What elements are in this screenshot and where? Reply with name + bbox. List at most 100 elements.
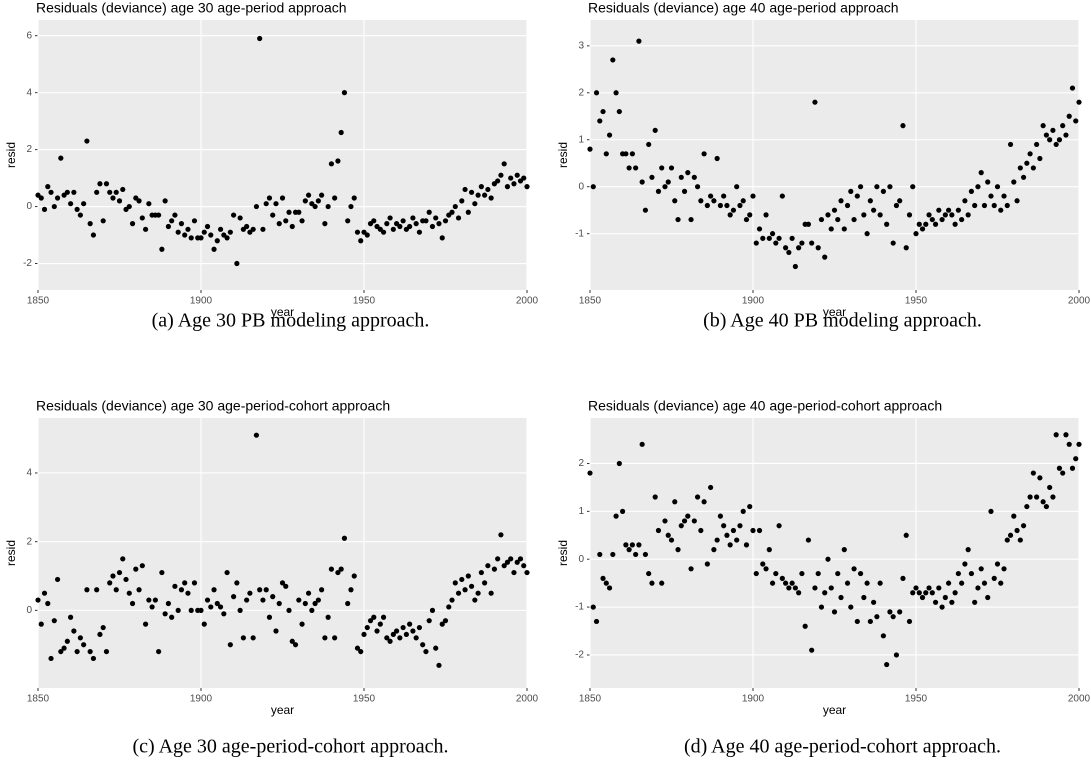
point [231, 594, 237, 600]
point [978, 566, 984, 572]
point [701, 151, 707, 157]
point [420, 642, 426, 648]
point [1076, 441, 1082, 447]
point [472, 201, 478, 207]
point [234, 580, 240, 586]
point [292, 642, 299, 648]
point [41, 590, 48, 596]
point [100, 218, 106, 224]
point [936, 585, 942, 591]
point [939, 216, 945, 223]
point [68, 201, 74, 207]
point [276, 600, 282, 607]
point [724, 202, 730, 209]
point [857, 570, 864, 577]
point [312, 203, 318, 210]
point [1040, 123, 1046, 129]
point [831, 207, 838, 213]
y-tick-label: 2 [26, 144, 32, 155]
point [175, 607, 181, 613]
point [994, 184, 1001, 190]
point [231, 212, 237, 218]
point [94, 587, 100, 593]
point [949, 212, 955, 218]
point [805, 221, 812, 227]
point [459, 576, 465, 583]
point [636, 38, 642, 44]
y-axis-label: resid [4, 142, 18, 168]
point [760, 561, 766, 567]
point [926, 585, 932, 591]
point [1066, 441, 1072, 447]
point [191, 580, 198, 586]
point [1027, 494, 1033, 500]
point [77, 635, 83, 641]
point [946, 580, 952, 586]
point [708, 484, 714, 491]
point [812, 99, 818, 105]
point [142, 621, 149, 627]
point [315, 198, 321, 204]
point [201, 621, 207, 627]
point [678, 174, 684, 180]
point [472, 597, 478, 603]
point [54, 576, 61, 583]
x-tick-label: 2000 [516, 694, 539, 705]
point [524, 184, 530, 190]
point [1011, 513, 1017, 519]
point [410, 215, 416, 221]
point [283, 218, 289, 224]
point [874, 614, 880, 620]
point [994, 561, 1001, 567]
point [587, 146, 593, 152]
point [991, 202, 997, 209]
point [120, 556, 126, 562]
point [351, 573, 357, 579]
point [929, 216, 935, 223]
point [698, 527, 704, 534]
point [988, 508, 994, 514]
point [38, 195, 44, 201]
point [662, 184, 668, 190]
point [299, 218, 305, 224]
point [482, 580, 488, 586]
point [1040, 499, 1046, 505]
point [1024, 503, 1030, 510]
point [426, 618, 432, 624]
point [812, 585, 818, 591]
point [354, 229, 361, 235]
point [655, 188, 662, 194]
point [626, 547, 632, 553]
point [475, 192, 481, 198]
point [165, 600, 171, 607]
point [587, 470, 593, 476]
x-axis-label: year [271, 305, 294, 319]
point [384, 635, 390, 641]
point [985, 594, 991, 601]
y-tick-label: 3 [578, 40, 584, 51]
point [828, 585, 834, 591]
point [616, 108, 622, 115]
y-axis-label: resid [4, 540, 18, 566]
point [478, 184, 484, 190]
point [146, 201, 152, 207]
x-tick-label: 1950 [353, 296, 376, 307]
point [730, 527, 737, 534]
point [1020, 523, 1027, 529]
point [942, 594, 948, 601]
point [436, 662, 442, 668]
y-tick-label: 4 [26, 468, 32, 479]
point [1063, 132, 1069, 138]
y-tick-label: -1 [575, 602, 584, 613]
point [501, 161, 507, 167]
point [1047, 137, 1053, 143]
point [403, 631, 409, 638]
point [867, 198, 873, 204]
point [129, 221, 136, 227]
point [182, 580, 188, 586]
chart-title: Residuals (deviance) age 30 age-period a… [36, 0, 347, 16]
point [694, 494, 701, 500]
point [387, 215, 393, 221]
x-axis-label: year [823, 703, 846, 717]
point [305, 192, 312, 198]
